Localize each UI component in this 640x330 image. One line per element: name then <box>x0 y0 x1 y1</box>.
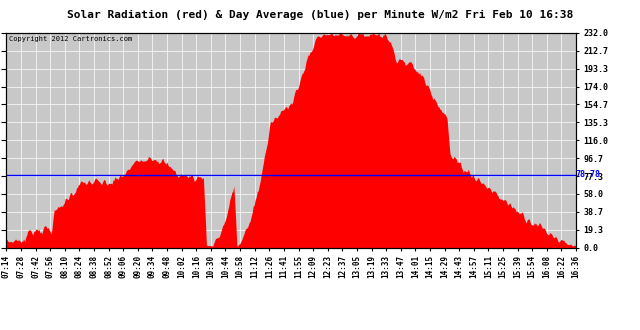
Text: Solar Radiation (red) & Day Average (blue) per Minute W/m2 Fri Feb 10 16:38: Solar Radiation (red) & Day Average (blu… <box>67 10 573 20</box>
Text: 78.78: 78.78 <box>576 170 601 179</box>
Text: Copyright 2012 Cartronics.com: Copyright 2012 Cartronics.com <box>9 36 132 42</box>
